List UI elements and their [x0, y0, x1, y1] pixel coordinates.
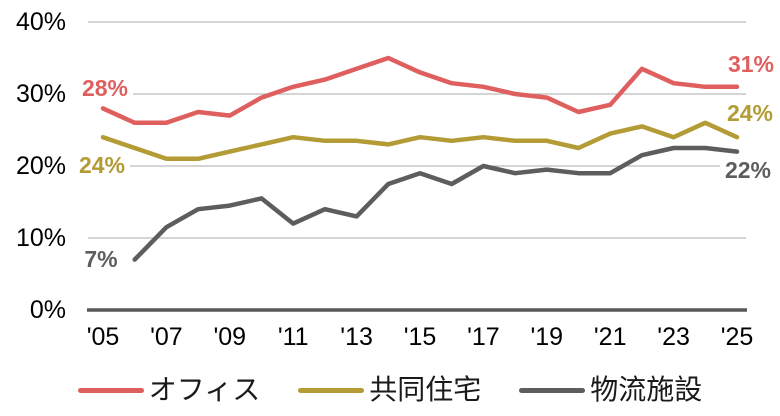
x-axis-tick-label: '25 — [720, 323, 754, 351]
x-axis-tick-label: '07 — [150, 323, 183, 351]
legend-label: オフィス — [148, 374, 261, 405]
legend-label: 共同住宅 — [369, 374, 482, 405]
data-point-label: 31% — [723, 50, 779, 78]
x-axis-tick-label: '17 — [467, 323, 500, 351]
legend: オフィス 共同住宅 物流施設 — [0, 370, 780, 410]
y-axis-tick-label: 20% — [15, 152, 66, 180]
legend-line-swatch-icon — [298, 387, 365, 393]
legend-item: 共同住宅 — [298, 374, 481, 406]
legend-label: 物流施設 — [590, 374, 703, 405]
series-line-2 — [132, 145, 740, 262]
data-point-label: 24% — [722, 99, 778, 127]
x-axis-tick-label: '15 — [403, 323, 437, 351]
x-axis-tick-label: '05 — [86, 323, 120, 351]
data-point-label: 28% — [77, 74, 133, 102]
data-point-label: 24% — [74, 151, 130, 179]
y-axis-tick-label: 40% — [15, 8, 66, 36]
legend-line-swatch-icon — [77, 387, 144, 393]
series-line-1 — [100, 120, 740, 162]
x-axis-tick-label: '21 — [593, 323, 627, 351]
legend-item: オフィス — [77, 374, 261, 406]
legend-line-swatch-icon — [519, 387, 586, 393]
x-axis-tick-label: '19 — [530, 323, 564, 351]
y-axis-tick-label: 10% — [15, 224, 66, 252]
x-axis-tick-label: '09 — [213, 323, 247, 351]
legend-item: 物流施設 — [519, 374, 702, 406]
y-axis-tick-label: 30% — [15, 80, 66, 108]
data-point-label: 22% — [720, 156, 776, 184]
x-axis-tick-label: '13 — [340, 323, 373, 351]
data-point-label: 7% — [73, 245, 129, 273]
y-axis-tick-label: 0% — [29, 296, 66, 324]
series-line-0 — [100, 55, 740, 126]
x-axis-tick-label: '23 — [657, 323, 690, 351]
x-axis-tick-label: '11 — [277, 323, 309, 351]
